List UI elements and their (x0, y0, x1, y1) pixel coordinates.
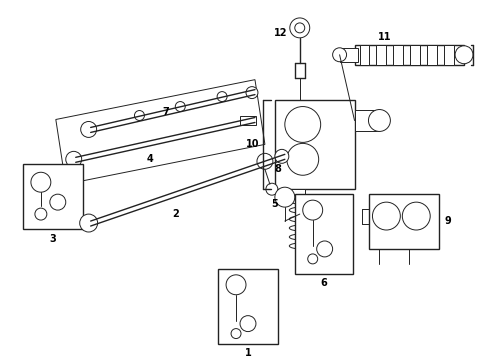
Circle shape (455, 46, 473, 64)
Circle shape (246, 87, 258, 99)
Ellipse shape (289, 198, 314, 204)
Circle shape (290, 18, 310, 38)
Circle shape (303, 200, 323, 220)
Circle shape (231, 329, 241, 338)
Circle shape (80, 214, 98, 232)
Bar (340, 48, 358, 62)
Circle shape (266, 183, 278, 195)
Circle shape (226, 275, 246, 295)
Ellipse shape (289, 225, 314, 231)
Text: 9: 9 (444, 216, 451, 226)
Text: 7: 7 (162, 108, 169, 117)
Bar (355, 45, 464, 65)
Text: 10: 10 (246, 139, 260, 149)
Circle shape (50, 194, 66, 210)
Bar (393, 45, 403, 65)
Circle shape (275, 187, 295, 207)
Text: 8: 8 (275, 164, 282, 174)
Bar (240, 116, 256, 126)
Circle shape (240, 316, 256, 332)
Circle shape (368, 109, 391, 131)
Bar (275, 100, 355, 189)
Circle shape (287, 143, 318, 175)
Text: 1: 1 (245, 347, 251, 357)
Circle shape (175, 102, 185, 112)
Bar (444, 45, 454, 65)
Bar (295, 194, 352, 274)
Ellipse shape (289, 234, 314, 240)
Bar (218, 269, 278, 343)
Bar (369, 194, 439, 249)
Bar (410, 45, 420, 65)
Text: 4: 4 (147, 154, 154, 165)
Circle shape (372, 202, 400, 230)
Circle shape (402, 202, 430, 230)
Bar (290, 189, 305, 199)
Text: 3: 3 (49, 234, 56, 244)
Circle shape (31, 172, 51, 192)
Circle shape (333, 48, 346, 62)
Circle shape (81, 121, 97, 138)
Bar (355, 109, 379, 131)
Bar (23, 164, 83, 229)
Circle shape (285, 107, 320, 143)
Ellipse shape (289, 243, 314, 249)
Text: 2: 2 (172, 209, 179, 219)
Ellipse shape (289, 216, 314, 222)
Circle shape (35, 208, 47, 220)
Circle shape (217, 91, 227, 102)
Bar (376, 45, 387, 65)
Circle shape (308, 254, 318, 264)
Circle shape (295, 23, 305, 33)
Circle shape (66, 151, 82, 167)
Circle shape (134, 111, 145, 121)
Text: 5: 5 (271, 199, 278, 209)
Text: 12: 12 (274, 28, 288, 38)
Circle shape (257, 153, 273, 169)
Text: 11: 11 (378, 32, 391, 42)
Bar (427, 45, 437, 65)
Ellipse shape (289, 207, 314, 213)
Bar (360, 45, 369, 65)
Text: 6: 6 (320, 278, 327, 288)
Circle shape (275, 149, 289, 163)
Circle shape (317, 241, 333, 257)
